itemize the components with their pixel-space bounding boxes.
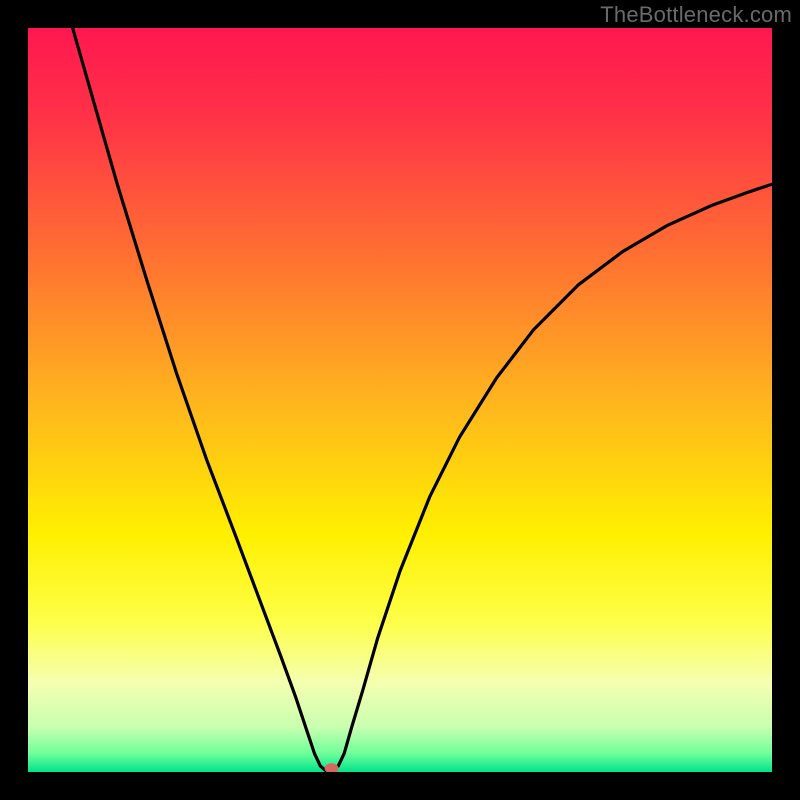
bottleneck-curve bbox=[73, 28, 772, 771]
plot-area bbox=[28, 28, 772, 772]
optimal-marker bbox=[325, 763, 339, 772]
watermark-text: TheBottleneck.com bbox=[600, 2, 792, 28]
plot-svg bbox=[28, 28, 772, 772]
chart-container: TheBottleneck.com bbox=[0, 0, 800, 800]
